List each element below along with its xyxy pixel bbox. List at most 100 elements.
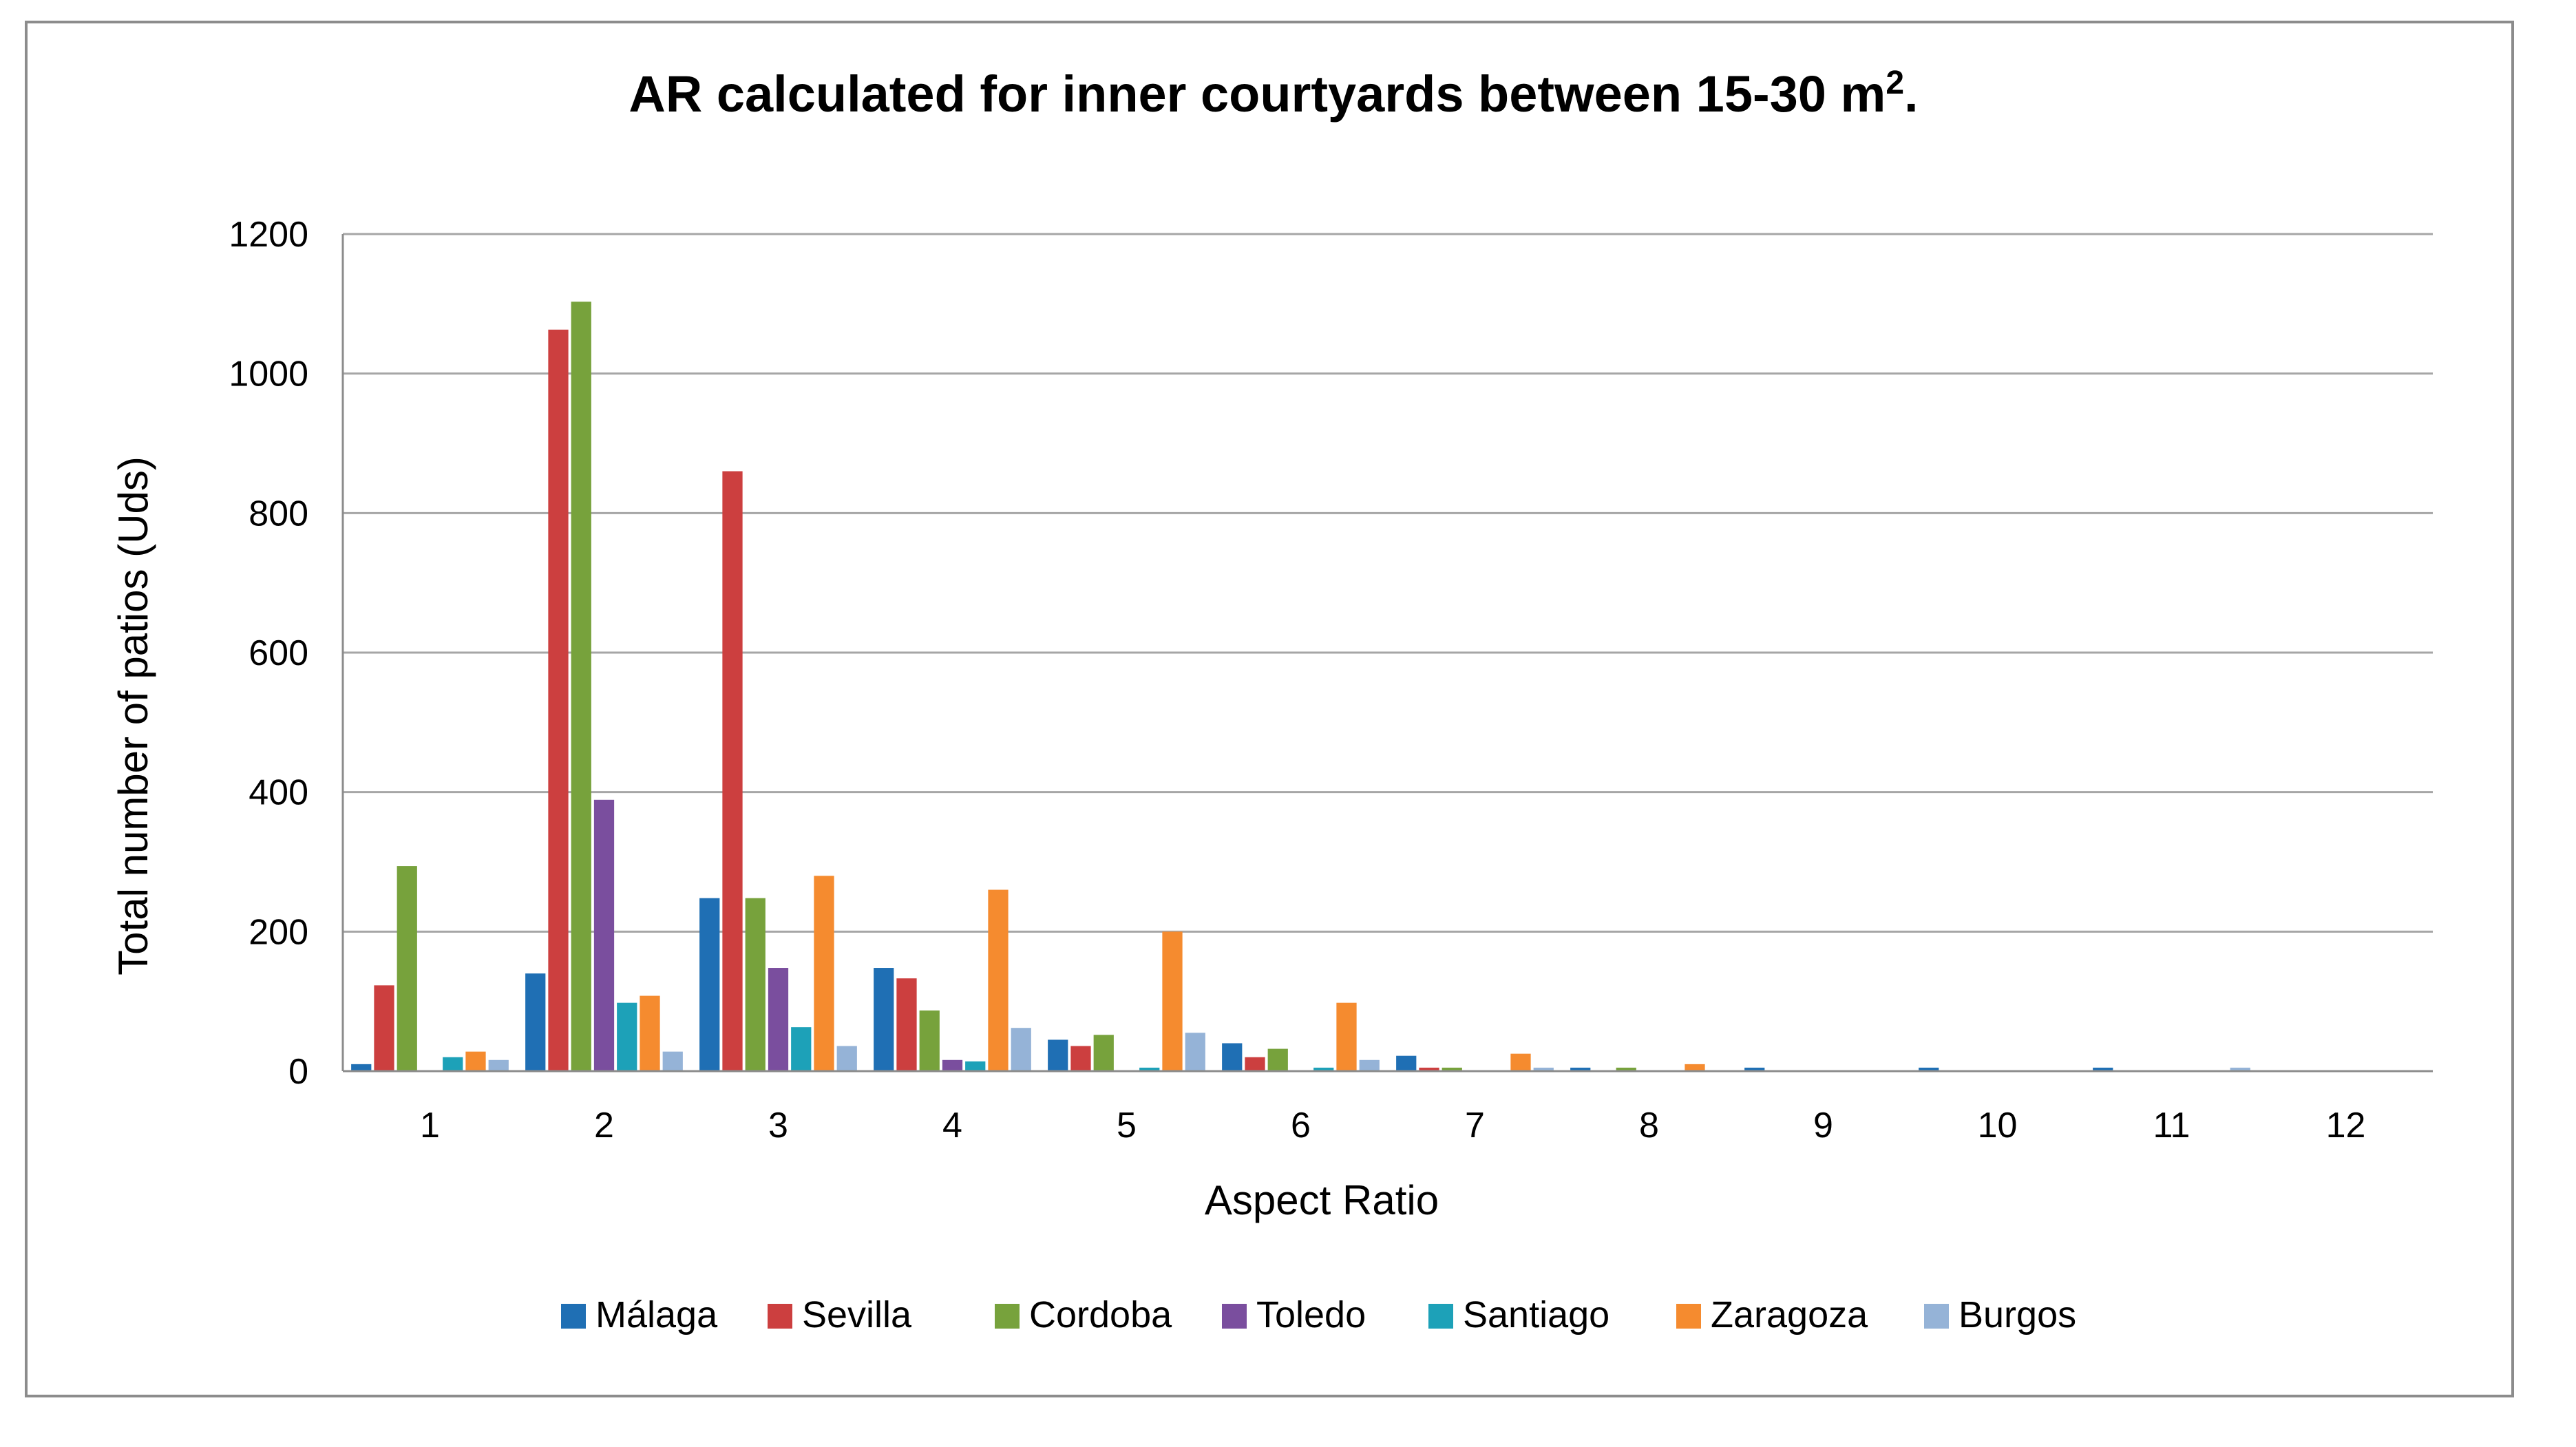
legend-swatch-santiago	[1428, 1304, 1453, 1329]
bar-m-laga-8	[1570, 1067, 1591, 1071]
bar-cordoba-8	[1616, 1067, 1636, 1071]
bar-burgos-11	[2230, 1067, 2250, 1071]
x-tick-label-1: 1	[420, 1106, 440, 1145]
legend-label-burgos: Burgos	[1959, 1294, 2076, 1335]
bar-toledo-2	[593, 799, 615, 1071]
bar-cordoba-2	[571, 302, 591, 1071]
legend: Málaga Sevilla Cordoba Toledo Santiago Zarago…	[561, 1294, 2076, 1335]
bar-santiago-4	[965, 1061, 986, 1071]
bar-cordoba-3	[745, 898, 766, 1071]
x-tick-label-12: 12	[2326, 1106, 2366, 1145]
x-tick-label-2: 2	[594, 1106, 614, 1145]
legend-label-toledo: Toledo	[1256, 1294, 1366, 1335]
bar-zaragoza-2	[640, 995, 660, 1071]
bar-m-laga-5	[1048, 1039, 1068, 1071]
bar-cordoba-5	[1093, 1035, 1114, 1071]
bar-zaragoza-7	[1510, 1053, 1531, 1071]
legend-item-burgos: Burgos	[1924, 1294, 2076, 1335]
x-tick-label-6: 6	[1291, 1106, 1311, 1145]
x-tick-label-8: 8	[1639, 1106, 1659, 1145]
bars	[351, 302, 2250, 1071]
bar-toledo-3	[768, 968, 789, 1071]
bar-cordoba-7	[1442, 1067, 1462, 1071]
bar-sevilla-2	[548, 329, 569, 1071]
gridlines	[343, 233, 2433, 933]
bar-burgos-6	[1359, 1059, 1380, 1071]
legend-swatch-burgos	[1924, 1304, 1949, 1329]
legend-label-sevilla: Sevilla	[802, 1294, 912, 1335]
x-axis-title: Aspect Ratio	[1205, 1177, 1439, 1223]
legend-swatch-toledo	[1222, 1304, 1247, 1329]
bar-m-laga-4	[874, 968, 894, 1071]
axes	[341, 234, 2433, 1073]
bar-burgos-4	[1011, 1028, 1031, 1071]
bar-santiago-5	[1139, 1067, 1160, 1071]
bar-cordoba-1	[397, 866, 417, 1071]
legend-swatch-zaragoza	[1676, 1304, 1701, 1329]
bar-burgos-7	[1533, 1067, 1554, 1071]
chart-frame: AR calculated for inner courtyards betwe…	[25, 21, 2514, 1397]
legend-label-zaragoza: Zaragoza	[1711, 1294, 1868, 1335]
y-tick-label-400: 400	[249, 773, 308, 813]
legend-item-zaragoza: Zaragoza	[1676, 1294, 1868, 1335]
bar-burgos-5	[1185, 1033, 1205, 1071]
bar-sevilla-3	[722, 471, 743, 1071]
bar-sevilla-1	[374, 985, 394, 1071]
chart-svg: AR calculated for inner courtyards betwe…	[110, 65, 2433, 1335]
bar-zaragoza-6	[1336, 1002, 1357, 1071]
bar-m-laga-7	[1396, 1055, 1417, 1071]
x-tick-label-4: 4	[942, 1106, 962, 1145]
legend-label-santiago: Santiago	[1463, 1294, 1609, 1335]
y-tick-label-600: 600	[249, 633, 308, 673]
legend-item-toledo: Toledo	[1222, 1294, 1366, 1335]
bar-zaragoza-5	[1162, 931, 1183, 1071]
y-tick-label-1200: 1200	[229, 215, 308, 255]
bar-toledo-4	[942, 1059, 963, 1071]
bar-m-laga-3	[699, 898, 720, 1071]
x-tick-label-3: 3	[768, 1106, 788, 1145]
bar-sevilla-5	[1070, 1046, 1091, 1071]
bar-zaragoza-4	[988, 889, 1009, 1071]
legend-label-m-laga: Málaga	[595, 1294, 718, 1335]
legend-swatch-sevilla	[768, 1304, 792, 1329]
bar-burgos-1	[488, 1059, 509, 1071]
legend-swatch-m-laga	[561, 1304, 586, 1329]
y-tick-label-200: 200	[249, 912, 308, 952]
y-axis-title: Total number of patios (Uds)	[110, 456, 156, 975]
legend-swatch-cordoba	[995, 1304, 1020, 1329]
bar-santiago-2	[617, 1002, 637, 1071]
x-tick-label-7: 7	[1465, 1106, 1485, 1145]
bar-burgos-3	[836, 1046, 857, 1071]
bar-zaragoza-8	[1685, 1064, 1705, 1071]
x-tick-label-5: 5	[1117, 1106, 1137, 1145]
bar-m-laga-2	[525, 973, 546, 1071]
y-tick-label-0: 0	[288, 1052, 308, 1092]
bar-cordoba-6	[1267, 1048, 1288, 1071]
x-axis-ticks: 1 2 3 4 5 6 7 8 9 10 11 12	[420, 1106, 2365, 1145]
chart-title: AR calculated for inner courtyards betwe…	[629, 65, 1918, 123]
legend-item-cordoba: Cordoba	[995, 1294, 1172, 1335]
chart-title-suffix: .	[1904, 65, 1919, 123]
bar-santiago-6	[1313, 1067, 1334, 1071]
bar-burgos-2	[662, 1051, 683, 1071]
x-tick-label-10: 10	[1978, 1106, 2018, 1145]
bar-m-laga-6	[1222, 1043, 1243, 1071]
bar-m-laga-9	[1744, 1067, 1765, 1071]
x-tick-label-9: 9	[1813, 1106, 1833, 1145]
bar-zaragoza-3	[814, 876, 834, 1071]
bar-santiago-1	[443, 1057, 463, 1071]
bar-cordoba-4	[919, 1010, 940, 1071]
y-axis-ticks: 0 200 400 600 800 1000 1200	[229, 215, 308, 1092]
bar-zaragoza-1	[465, 1051, 486, 1071]
y-tick-label-1000: 1000	[229, 355, 308, 394]
bar-santiago-3	[791, 1027, 812, 1071]
bar-m-laga-1	[351, 1064, 372, 1071]
legend-item-sevilla: Sevilla	[768, 1294, 912, 1335]
bar-sevilla-4	[896, 978, 917, 1071]
bar-sevilla-6	[1245, 1057, 1265, 1071]
chart-title-superscript: 2	[1886, 65, 1904, 101]
bar-m-laga-10	[1919, 1067, 1939, 1071]
x-tick-label-11: 11	[2153, 1106, 2190, 1145]
y-tick-label-800: 800	[249, 494, 308, 534]
bar-sevilla-7	[1419, 1067, 1439, 1071]
